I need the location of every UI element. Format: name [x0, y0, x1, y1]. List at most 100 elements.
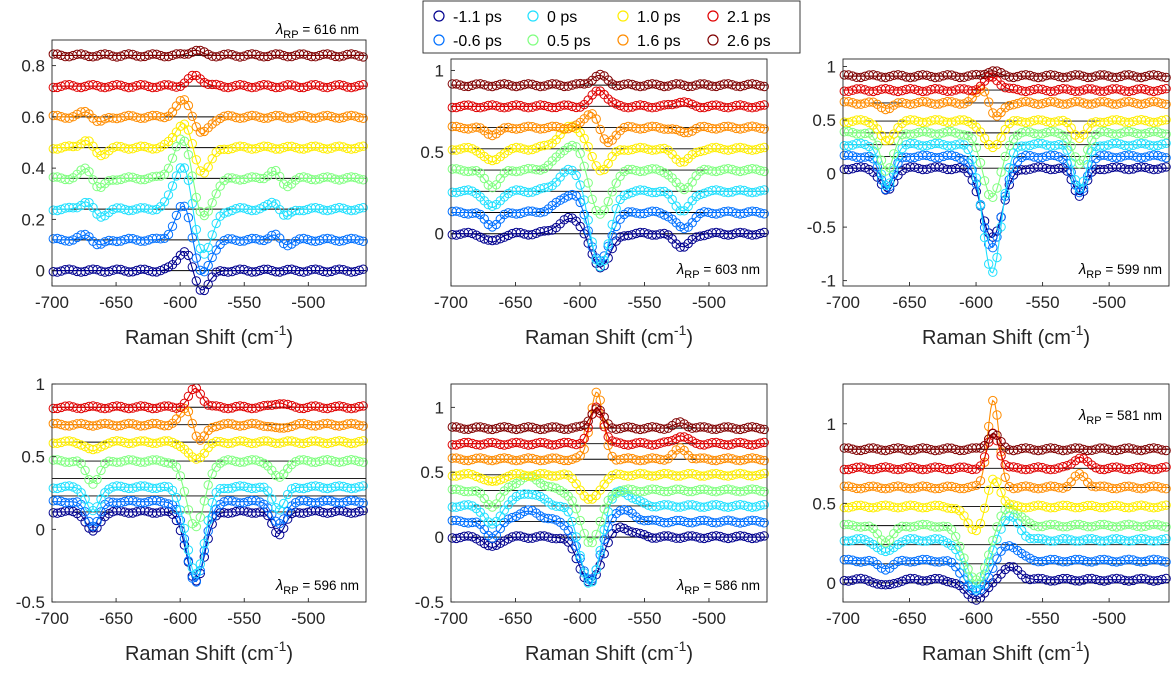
data-point: [759, 500, 769, 510]
data-point: [591, 565, 601, 575]
series-1.0ps: [48, 119, 368, 178]
data-point: [171, 210, 182, 221]
data-point: [251, 496, 261, 506]
data-point: [1161, 129, 1171, 139]
series-0.5ps: [48, 134, 368, 221]
data-point: [759, 518, 769, 528]
x-tick-label: -700: [434, 293, 468, 312]
x-tick-label: -600: [563, 609, 597, 628]
data-point: [358, 236, 368, 247]
series-1.6ps: [839, 395, 1171, 494]
data-point: [183, 125, 194, 135]
x-tick-label: -500: [291, 293, 325, 312]
data-point: [988, 535, 998, 546]
series-0ps: [839, 511, 1171, 594]
data-point: [155, 234, 166, 244]
data-point: [1161, 138, 1171, 149]
data-point: [934, 574, 944, 584]
data-point: [523, 505, 533, 515]
data-point: [651, 164, 661, 174]
data-point: [755, 101, 765, 111]
data-point: [755, 469, 765, 479]
data-point: [659, 424, 669, 434]
data-point: [1004, 174, 1014, 185]
data-point: [167, 221, 178, 232]
data-point: [755, 208, 765, 218]
axes-frame: [842, 58, 1170, 287]
x-tick-label: -550: [627, 609, 661, 628]
data-point: [583, 226, 593, 236]
data-point: [159, 112, 170, 123]
fit-curve: [451, 169, 767, 267]
data-point: [1157, 98, 1167, 109]
series-1.6ps: [48, 95, 368, 137]
data-point: [755, 228, 765, 239]
data-point: [195, 265, 206, 275]
data-point: [1161, 445, 1171, 456]
fit-curve: [52, 511, 366, 583]
data-point: [179, 163, 190, 173]
data-point: [1087, 84, 1097, 94]
data-point: [575, 148, 585, 159]
data-point: [358, 80, 368, 90]
fit-curve: [843, 76, 1169, 91]
lambda-annotation: λRP = 616 nm: [275, 21, 359, 41]
series-1.6ps: [447, 387, 769, 466]
y-tick-label: 0: [435, 528, 444, 547]
data-point: [860, 116, 870, 126]
data-point: [934, 129, 944, 139]
data-point: [267, 197, 277, 208]
data-point: [607, 187, 617, 197]
data-point: [889, 579, 899, 589]
data-point: [967, 165, 977, 175]
data-point: [599, 504, 609, 514]
legend-label: 0 ps: [547, 9, 577, 26]
lambda-annotation: λRP = 586 nm: [676, 577, 760, 597]
data-point: [975, 461, 986, 471]
data-point: [1062, 134, 1072, 144]
data-point: [996, 167, 1006, 177]
data-point: [992, 554, 1002, 564]
data-point: [503, 514, 513, 524]
data-point: [595, 405, 605, 416]
data-point: [1087, 99, 1097, 109]
data-point: [543, 226, 553, 236]
subplot-1: -700 -650 -600 -550 -500 0 0.2 0.4 0.6 0.8 Raman S…: [21, 21, 368, 349]
x-tick-label: -600: [163, 609, 197, 628]
data-point: [487, 155, 497, 166]
data-point: [358, 52, 368, 62]
fit-curve: [451, 476, 767, 543]
data-point: [679, 223, 689, 234]
data-point: [922, 141, 932, 151]
series--0.6ps: [839, 150, 1171, 253]
data-point: [267, 166, 277, 177]
data-point: [975, 476, 986, 486]
data-point: [759, 424, 769, 435]
data-point: [591, 114, 601, 124]
data-point: [1157, 139, 1167, 149]
data-point: [183, 212, 194, 223]
data-point: [203, 480, 213, 490]
data-point: [1037, 162, 1048, 172]
data-point: [354, 482, 364, 492]
data-point: [755, 455, 765, 465]
data-point: [946, 578, 957, 588]
data-point: [358, 498, 368, 508]
data-point: [872, 124, 882, 134]
data-point: [893, 578, 903, 588]
data-point: [147, 205, 158, 215]
data-point: [571, 439, 581, 450]
data-point: [1062, 461, 1072, 471]
data-point: [984, 97, 994, 107]
data-point: [755, 486, 765, 496]
legend-box: [422, 0, 801, 54]
data-point: [587, 151, 597, 162]
legend-marker: [617, 10, 629, 22]
data-point: [1153, 150, 1163, 161]
data-point: [175, 471, 186, 481]
data-point: [1000, 472, 1010, 482]
data-point: [979, 176, 990, 186]
y-tick-label: 0.5: [420, 143, 444, 162]
data-point: [463, 142, 473, 153]
series-2.1ps: [839, 428, 1171, 475]
